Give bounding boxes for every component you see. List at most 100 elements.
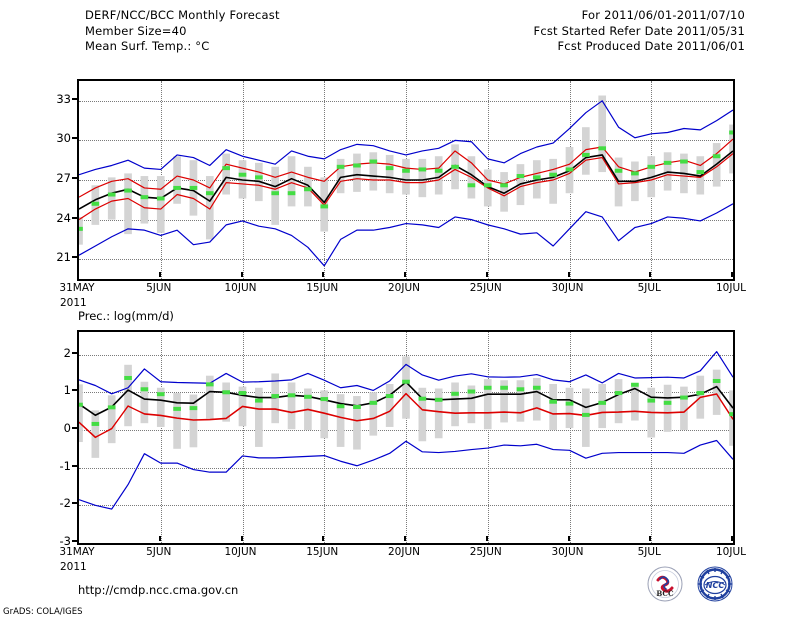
median-marker bbox=[287, 393, 296, 398]
median-marker bbox=[516, 174, 525, 179]
median-marker bbox=[451, 391, 459, 396]
x-tick-label: 5JUN bbox=[146, 282, 172, 294]
x-tick-label: 5JUL bbox=[637, 282, 661, 294]
spread-bar bbox=[418, 387, 427, 442]
spread-bar bbox=[369, 392, 378, 436]
median-marker bbox=[173, 185, 181, 190]
median-marker bbox=[320, 204, 329, 209]
x-tick-label: 15JUN bbox=[306, 282, 339, 294]
y-tick-label: 21 bbox=[56, 250, 71, 265]
x-tick-mark bbox=[158, 272, 161, 277]
median-marker bbox=[565, 401, 574, 406]
x-tick-mark bbox=[485, 536, 488, 541]
precipitation-plot-title: Prec.: log(mm/d) bbox=[78, 309, 174, 323]
median-marker bbox=[434, 397, 443, 402]
y-tick-mark bbox=[72, 177, 77, 179]
spread-bar bbox=[189, 394, 198, 448]
x-tick-mark bbox=[322, 536, 325, 541]
chart-title: DERF/NCC/BCC Monthly Forecast bbox=[85, 8, 280, 22]
ncc-logo-icon: NCC bbox=[697, 566, 733, 602]
precipitation-log-data-layer bbox=[79, 350, 733, 510]
median-marker bbox=[663, 160, 672, 165]
median-marker bbox=[320, 397, 329, 402]
median-marker bbox=[712, 154, 721, 159]
median-marker bbox=[91, 421, 100, 426]
median-marker bbox=[614, 391, 623, 396]
y-tick-mark bbox=[72, 137, 77, 140]
spread-bar bbox=[304, 166, 312, 207]
spread-bar bbox=[402, 356, 410, 419]
median-marker bbox=[696, 391, 705, 396]
x-tick-mark bbox=[567, 536, 570, 541]
website-url[interactable]: http://cmdp.ncc.cma.gov.cn bbox=[78, 583, 239, 597]
gridline-vertical bbox=[242, 332, 244, 543]
bcc-logo-icon: BCC bbox=[647, 566, 683, 602]
y-tick-mark bbox=[72, 502, 77, 505]
median-marker bbox=[598, 146, 607, 151]
x-tick-label: 31MAY bbox=[59, 282, 95, 294]
series-line-min bbox=[79, 439, 733, 510]
median-marker bbox=[516, 387, 525, 392]
median-marker bbox=[79, 402, 83, 407]
series-line-max bbox=[79, 100, 733, 176]
y-tick-mark bbox=[72, 464, 77, 467]
y-tick-mark bbox=[72, 389, 77, 392]
spread-bar bbox=[353, 153, 361, 192]
median-marker bbox=[107, 192, 116, 197]
median-marker bbox=[467, 183, 476, 188]
x-tick-label: 10JUL bbox=[716, 546, 746, 558]
median-marker bbox=[140, 387, 149, 392]
spread-bar bbox=[222, 153, 230, 195]
median-marker bbox=[696, 170, 705, 175]
spread-bar bbox=[385, 154, 394, 194]
median-markers bbox=[79, 375, 733, 426]
x-tick-mark bbox=[731, 536, 733, 541]
x-tick-mark bbox=[158, 536, 161, 541]
median-marker bbox=[304, 394, 312, 399]
median-marker bbox=[582, 152, 590, 157]
median-marker bbox=[124, 375, 132, 380]
x-tick-mark bbox=[77, 536, 79, 541]
median-marker bbox=[614, 168, 623, 173]
median-marker bbox=[500, 183, 508, 188]
y-tick-mark bbox=[72, 97, 77, 100]
median-marker bbox=[549, 172, 557, 177]
spread-bar bbox=[255, 387, 263, 447]
x-tick-mark bbox=[731, 272, 733, 277]
x-tick-label: 20JUN bbox=[388, 282, 420, 294]
spread-bar bbox=[532, 377, 541, 421]
median-marker bbox=[140, 195, 149, 200]
svg-text:NCC: NCC bbox=[706, 581, 725, 590]
median-marker bbox=[287, 191, 296, 196]
spread-bar bbox=[156, 176, 165, 233]
median-marker bbox=[565, 167, 574, 172]
median-marker bbox=[107, 405, 116, 410]
series-line-lower-quartile bbox=[79, 392, 733, 439]
spread-bar bbox=[729, 390, 733, 446]
spread-bar bbox=[663, 384, 672, 432]
precipitation-plot bbox=[77, 330, 735, 545]
median-marker bbox=[532, 385, 541, 390]
median-marker bbox=[238, 391, 247, 396]
spread-bar bbox=[369, 152, 378, 191]
forecast-period-label: For 2011/06/01-2011/07/10 bbox=[581, 8, 745, 22]
spread-bar bbox=[680, 386, 688, 430]
median-marker bbox=[156, 196, 165, 201]
spread-bar bbox=[385, 383, 394, 427]
median-marker bbox=[91, 201, 100, 206]
spread-bar bbox=[156, 387, 165, 427]
x-tick-label: 5JUL bbox=[637, 546, 661, 558]
x-tick-mark bbox=[485, 272, 488, 277]
spread-bar bbox=[107, 395, 116, 444]
spread-bar bbox=[500, 172, 508, 212]
spread-bar bbox=[549, 383, 557, 430]
median-markers bbox=[79, 130, 733, 231]
spread-bar bbox=[598, 95, 607, 173]
median-marker bbox=[385, 166, 394, 171]
median-marker bbox=[402, 379, 410, 384]
median-marker bbox=[189, 185, 198, 190]
spread-bar bbox=[467, 385, 476, 424]
gridline-vertical bbox=[569, 332, 571, 543]
spread-bar bbox=[483, 379, 492, 430]
